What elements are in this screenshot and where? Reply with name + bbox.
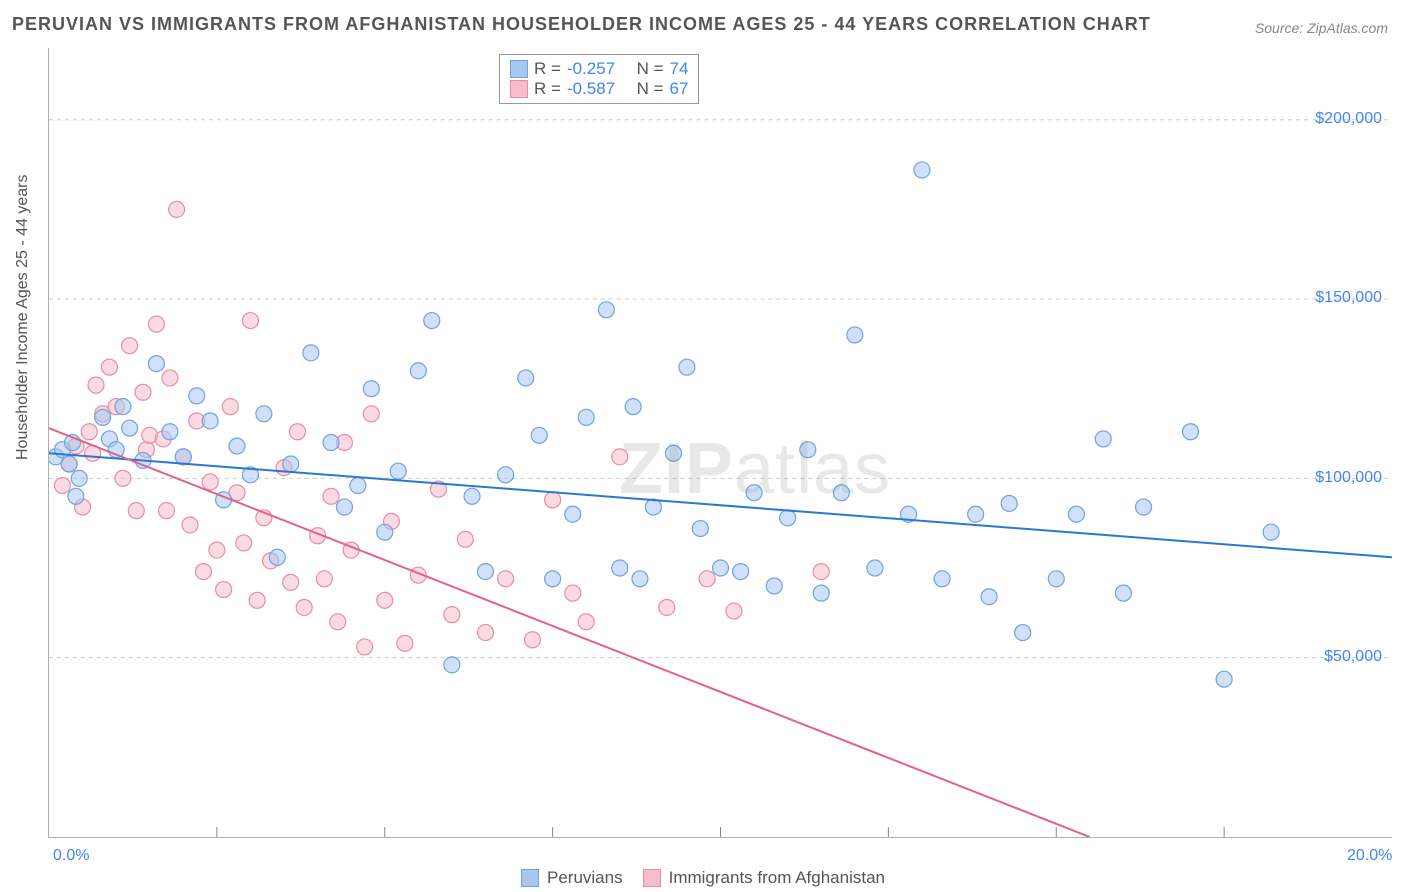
- swatch-series2: [510, 80, 528, 98]
- swatch-series1: [521, 869, 539, 887]
- legend-label-series2: Immigrants from Afghanistan: [669, 868, 885, 888]
- r-label: R =: [534, 79, 561, 99]
- legend-item-series1: Peruvians: [521, 868, 623, 888]
- r-label: R =: [534, 59, 561, 79]
- legend-row-series1: R = -0.257 N = 74: [510, 59, 688, 79]
- n-label: N =: [637, 79, 664, 99]
- chart-title: PERUVIAN VS IMMIGRANTS FROM AFGHANISTAN …: [12, 14, 1151, 35]
- n-value-series1: 74: [670, 59, 689, 79]
- y-axis-label: Householder Income Ages 25 - 44 years: [14, 175, 32, 461]
- y-tick-label: $50,000: [1324, 648, 1382, 666]
- x-tick-label: 0.0%: [53, 847, 89, 865]
- legend-label-series1: Peruvians: [547, 868, 623, 888]
- series-legend: Peruvians Immigrants from Afghanistan: [0, 868, 1406, 888]
- r-value-series2: -0.587: [567, 79, 615, 99]
- swatch-series2: [643, 869, 661, 887]
- n-value-series2: 67: [670, 79, 689, 99]
- legend-row-series2: R = -0.587 N = 67: [510, 79, 688, 99]
- source-attribution: Source: ZipAtlas.com: [1255, 20, 1388, 36]
- plot-area: R = -0.257 N = 74 R = -0.587 N = 67 ZIPa…: [48, 48, 1392, 838]
- x-tick-label: 20.0%: [1347, 847, 1392, 865]
- y-tick-label: $100,000: [1315, 469, 1382, 487]
- legend-item-series2: Immigrants from Afghanistan: [643, 868, 885, 888]
- r-value-series1: -0.257: [567, 59, 615, 79]
- n-label: N =: [637, 59, 664, 79]
- swatch-series1: [510, 60, 528, 78]
- correlation-legend: R = -0.257 N = 74 R = -0.587 N = 67: [499, 54, 699, 104]
- y-tick-label: $150,000: [1315, 289, 1382, 307]
- y-tick-label: $200,000: [1315, 110, 1382, 128]
- chart-svg: [49, 48, 1392, 837]
